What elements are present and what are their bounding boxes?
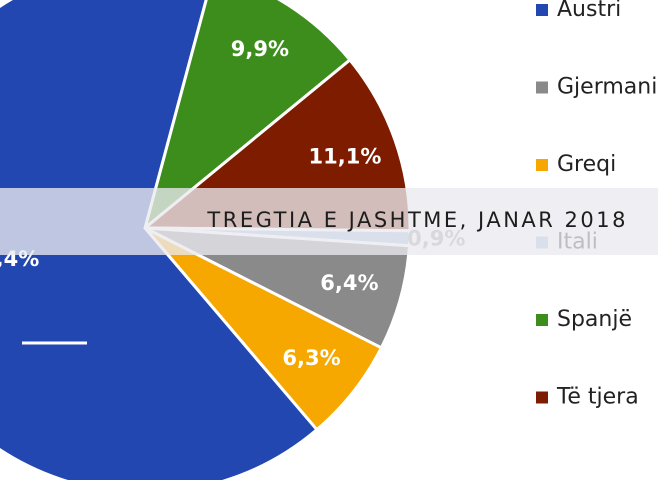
- legend-label: Gjermani: [557, 75, 657, 100]
- legend-swatch: [536, 314, 548, 326]
- legend-swatch: [536, 391, 548, 404]
- legend-label: Të tjera: [556, 385, 639, 410]
- data-label: 11,1%: [309, 145, 382, 169]
- legend-label: Greqi: [557, 152, 616, 177]
- data-label: 9,9%: [231, 37, 289, 61]
- legend-label: Austri: [557, 0, 621, 22]
- pie-slice: [0, 0, 320, 480]
- chart-title: TREGTIA E JASHTME, JANAR 2018: [206, 208, 628, 232]
- legend-swatch: [536, 81, 548, 94]
- pie-slice: [142, 0, 353, 233]
- legend-swatch: [536, 4, 548, 16]
- data-label: 6,4%: [320, 271, 378, 295]
- legend-label: Spanjë: [557, 307, 632, 332]
- data-label: 6,3%: [282, 346, 340, 370]
- legend-swatch: [536, 159, 548, 171]
- title-banner: [0, 188, 658, 255]
